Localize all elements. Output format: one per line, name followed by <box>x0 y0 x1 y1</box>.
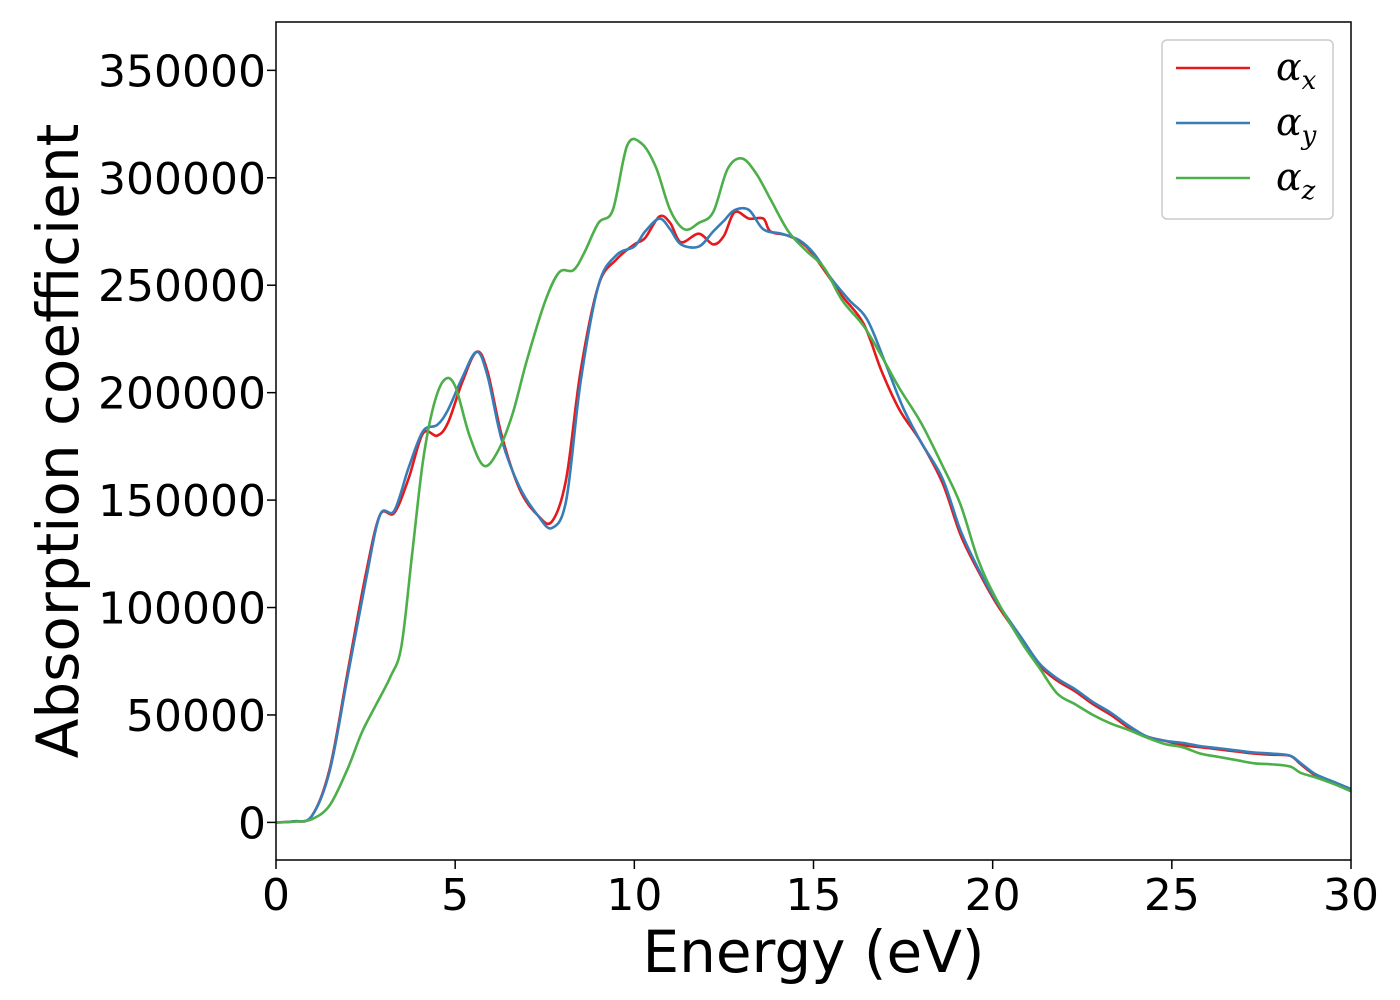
legend-label-x: αx <box>1276 45 1317 96</box>
y-tick-label: 350000 <box>98 46 266 97</box>
x-axis-label: Energy (eV) <box>642 918 984 986</box>
x-tick-label: 25 <box>1144 870 1200 921</box>
x-tick-label: 10 <box>606 870 662 921</box>
y-tick-label: 100000 <box>98 584 266 635</box>
series-line-y <box>276 206 1351 824</box>
x-tick-label: 15 <box>786 870 842 921</box>
series-line-x <box>276 210 1351 824</box>
y-tick-label: 50000 <box>126 691 266 742</box>
series-layer <box>276 137 1351 824</box>
x-tick-label: 20 <box>965 870 1021 921</box>
x-tick-label: 0 <box>262 870 290 921</box>
ticks-layer: 0 5 10 15 20 25 30 0 50000 100000 150000 200000 2500… <box>98 46 1379 921</box>
y-axis-label: Absorption coefficient <box>24 124 92 759</box>
x-tick-label: 30 <box>1323 870 1379 921</box>
x-tick-label: 5 <box>441 870 469 921</box>
y-tick-label: 150000 <box>98 476 266 527</box>
series-line-z <box>276 137 1351 824</box>
y-tick-label: 0 <box>238 798 266 849</box>
y-tick-label: 200000 <box>98 369 266 420</box>
legend-box <box>1161 39 1334 220</box>
y-tick-label: 300000 <box>98 154 266 205</box>
y-tick-label: 250000 <box>98 261 266 312</box>
